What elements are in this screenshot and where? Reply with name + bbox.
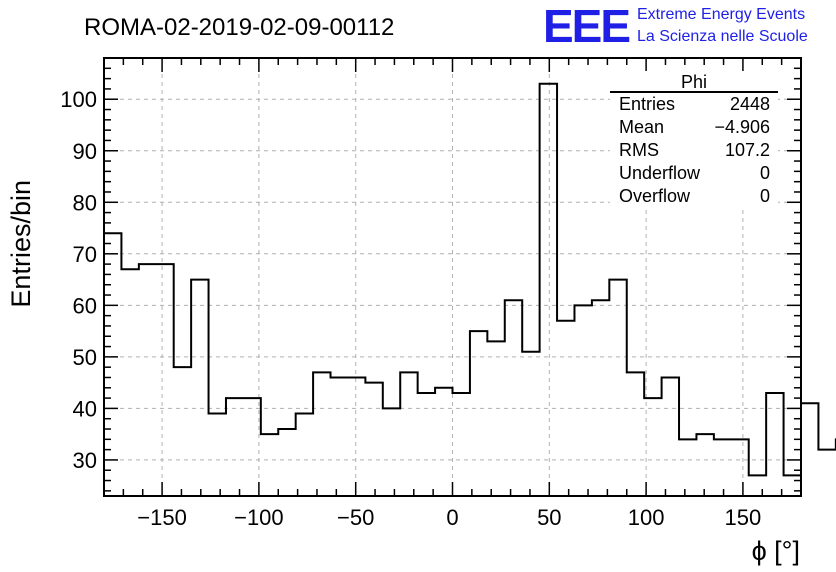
stats-label-entries: Entries: [619, 94, 675, 114]
histogram-bin: [348, 377, 365, 496]
histogram-bin: [574, 305, 591, 496]
x-tick-label: 100: [628, 505, 665, 530]
logo-mark: EEE: [543, 0, 629, 52]
y-tick-label: 80: [73, 190, 97, 215]
y-tick-label: 90: [73, 139, 97, 164]
histogram-bin: [226, 398, 243, 496]
histogram-bin: [139, 264, 156, 496]
histogram-bin: [209, 414, 226, 496]
histogram-bin: [696, 434, 713, 496]
x-tick-label: 0: [446, 505, 458, 530]
plot-frame: [103, 57, 802, 497]
stats-label-mean: Mean: [619, 117, 664, 137]
stats-box-background: [610, 71, 778, 209]
histogram-bin: [592, 300, 609, 496]
stats-box: Phi Entries 2448 Mean −4.906 RMS 107.2 U…: [610, 71, 778, 209]
histogram-bin: [644, 398, 661, 496]
histogram-bin: [296, 414, 313, 496]
histogram-bin: [749, 475, 766, 496]
x-tick-label: −150: [137, 505, 187, 530]
stats-label-underflow: Underflow: [619, 163, 701, 183]
histogram-bin: [243, 398, 260, 496]
x-axis-label: ϕ [°]: [752, 536, 800, 566]
histogram-bin: [261, 434, 278, 496]
histogram-bin: [191, 280, 208, 496]
histogram-bin: [121, 269, 138, 496]
chart-title: ROMA-02-2019-02-09-00112: [84, 14, 394, 41]
stats-value-underflow: 0: [760, 163, 770, 183]
histogram-bin: [801, 403, 818, 496]
histogram-bin: [383, 408, 400, 496]
axis-ticks: [103, 57, 802, 496]
logo-line2: La Scienza nelle Scuole: [637, 28, 808, 45]
stats-value-entries: 2448: [730, 94, 770, 114]
histogram-bin: [470, 331, 487, 496]
x-tick-label: −100: [234, 505, 284, 530]
histogram-bin: [609, 280, 626, 496]
y-tick-label: 70: [73, 242, 97, 267]
histogram-bin: [331, 377, 348, 496]
y-tick-label: 50: [73, 345, 97, 370]
x-tick-label: 50: [537, 505, 561, 530]
histogram-bin: [104, 233, 121, 496]
histogram-bin: [435, 388, 452, 496]
stats-title: Phi: [681, 72, 707, 92]
histogram-bin: [714, 439, 731, 496]
histogram-bin: [540, 84, 557, 496]
y-axis-label: Entries/bin: [6, 180, 36, 308]
histogram-bin: [365, 383, 382, 496]
histogram-bin: [278, 429, 295, 496]
y-tick-label: 100: [60, 87, 97, 112]
histogram-bin: [731, 439, 748, 496]
y-tick-label: 60: [73, 293, 97, 318]
histogram-bin: [505, 300, 522, 496]
stats-value-rms: 107.2: [725, 140, 770, 160]
histogram-bin: [487, 341, 504, 496]
x-tick-label: −50: [337, 505, 374, 530]
y-tick-label: 40: [73, 396, 97, 421]
histogram-bin: [662, 377, 679, 496]
y-tick-label: 30: [73, 448, 97, 473]
histogram-bin: [627, 372, 644, 496]
histogram-bin: [156, 264, 173, 496]
x-tick-labels: −150 −100 −50 0 50 100 150: [137, 505, 761, 530]
stats-label-overflow: Overflow: [619, 186, 691, 206]
histogram-bin: [313, 372, 330, 496]
stats-label-rms: RMS: [619, 140, 659, 160]
histogram-bin: [522, 352, 539, 496]
histogram-bin: [400, 372, 417, 496]
histogram-bin: [784, 475, 801, 496]
stats-value-mean: −4.906: [714, 117, 770, 137]
histogram-bin: [679, 439, 696, 496]
x-tick-label: 150: [725, 505, 762, 530]
histogram-bin: [174, 367, 191, 496]
stats-value-overflow: 0: [760, 186, 770, 206]
histogram-bin: [818, 450, 835, 496]
y-tick-labels: 30 40 50 60 70 80 90 100: [60, 87, 97, 473]
eee-logo: EEE Extreme Energy Events La Scienza nel…: [543, 0, 808, 52]
logo-line1: Extreme Energy Events: [637, 6, 805, 23]
